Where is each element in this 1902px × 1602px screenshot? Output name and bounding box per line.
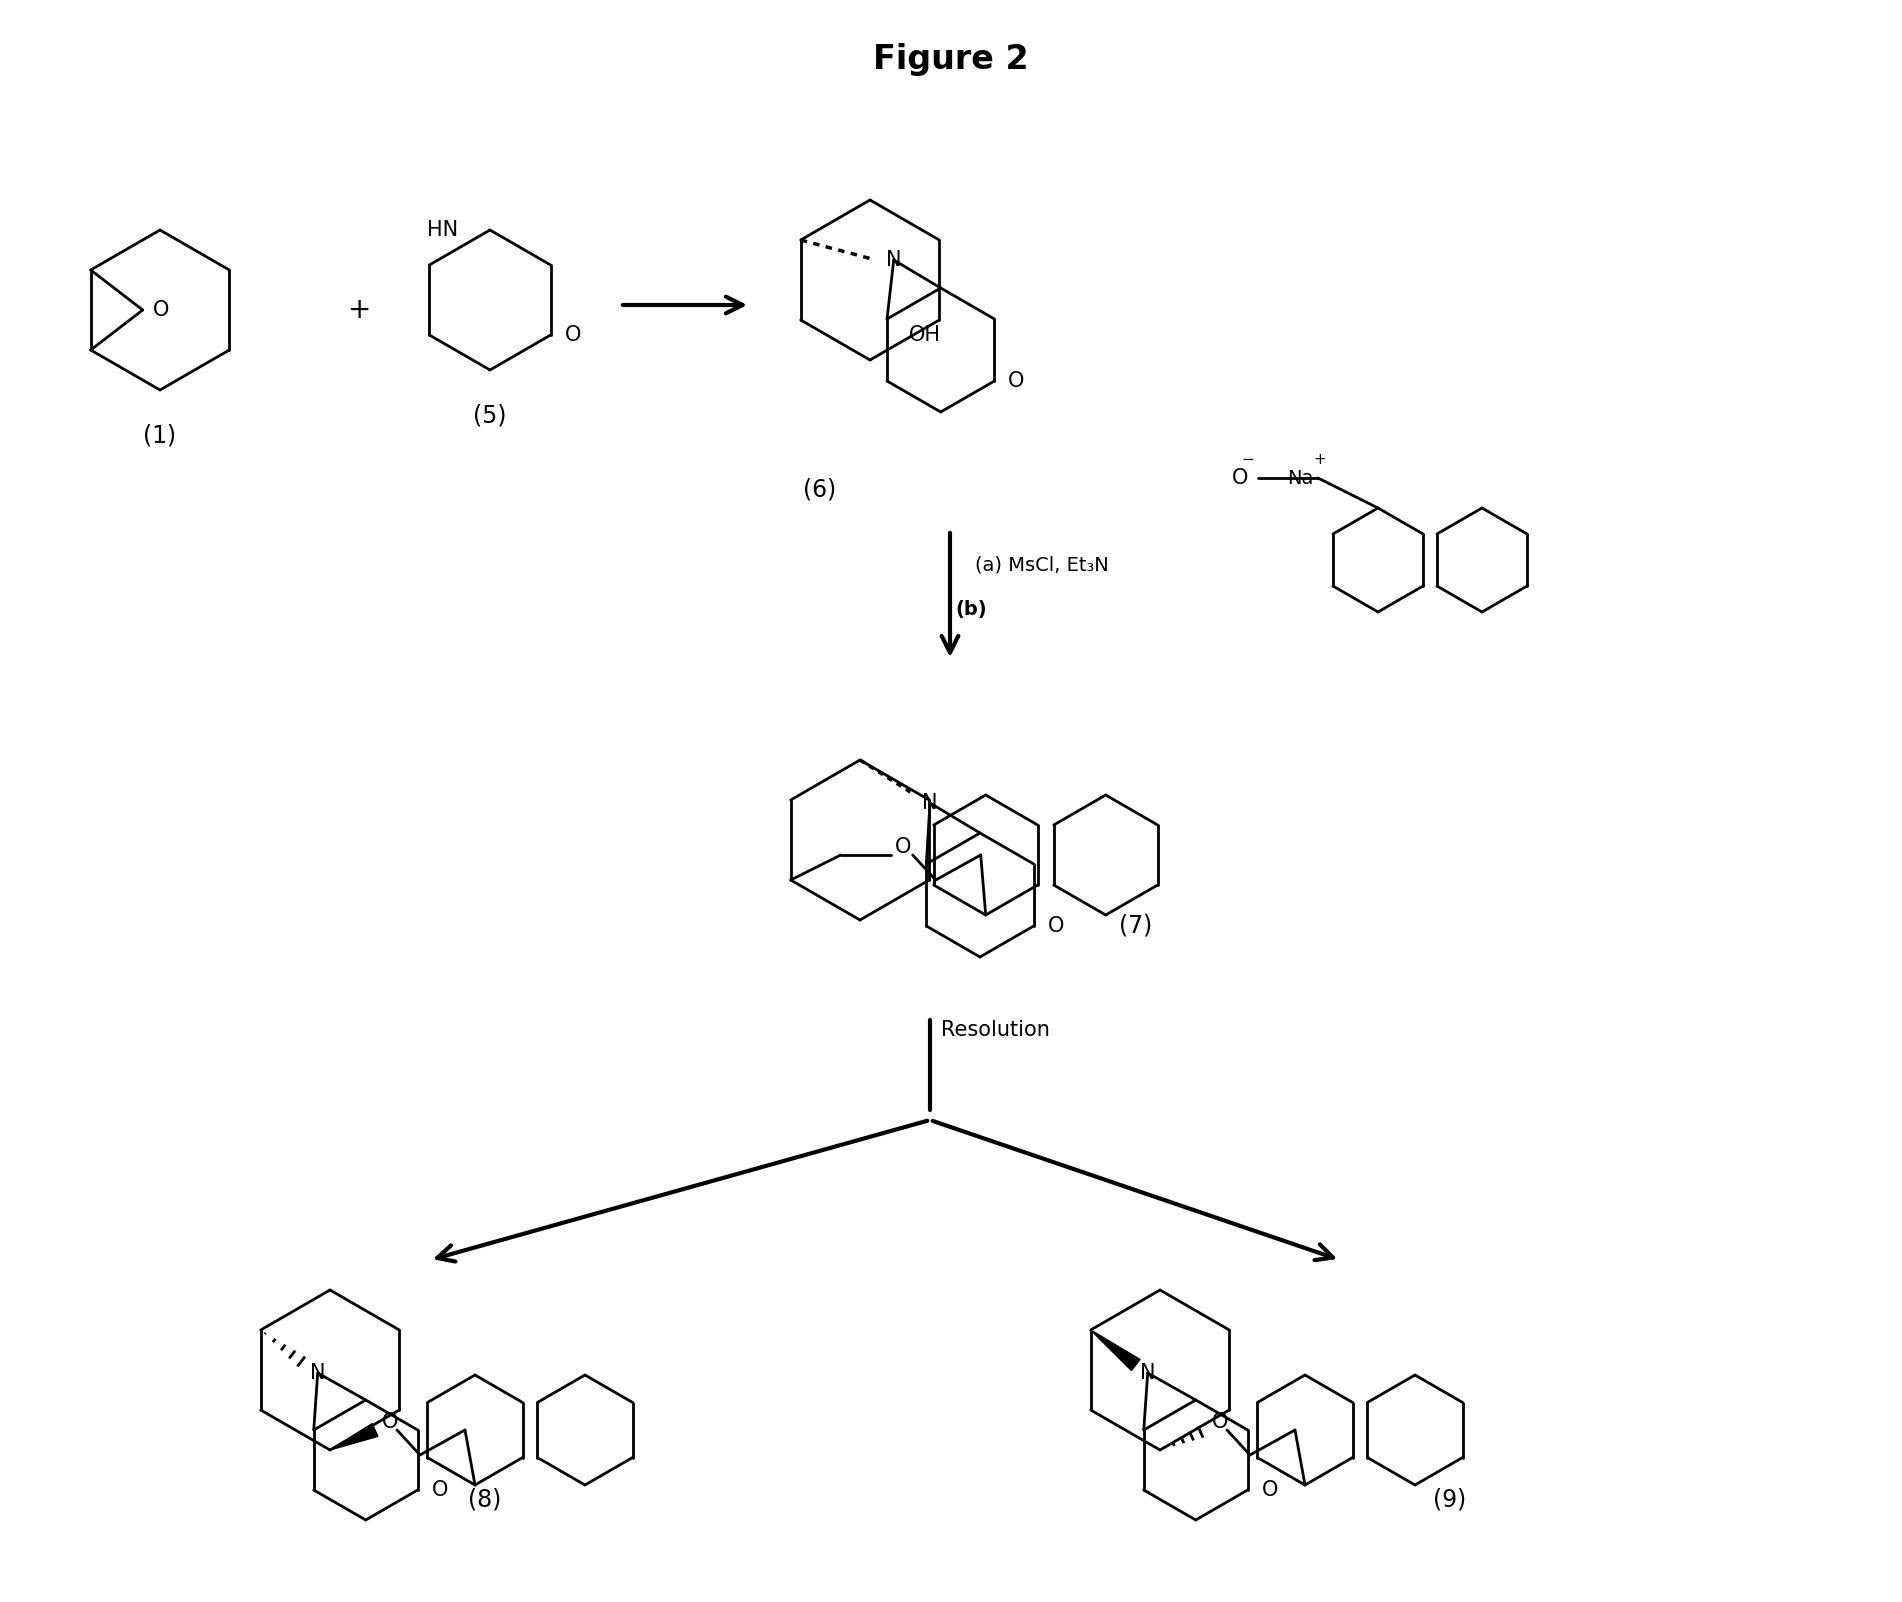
- Text: +: +: [1314, 452, 1326, 468]
- Text: (b): (b): [955, 601, 987, 620]
- Text: Resolution: Resolution: [941, 1020, 1050, 1040]
- Text: N: N: [922, 793, 938, 812]
- Polygon shape: [1090, 1330, 1139, 1371]
- Text: (7): (7): [1118, 913, 1153, 937]
- Text: Figure 2: Figure 2: [873, 43, 1029, 77]
- Text: (1): (1): [143, 423, 177, 447]
- Text: O: O: [565, 325, 580, 344]
- Text: O: O: [1212, 1411, 1229, 1432]
- Text: −: −: [1242, 452, 1255, 468]
- Text: Na: Na: [1288, 468, 1312, 487]
- Text: O: O: [382, 1411, 398, 1432]
- Text: O: O: [1048, 916, 1063, 936]
- Text: (6): (6): [803, 477, 837, 501]
- Text: N: N: [886, 250, 902, 271]
- Text: (9): (9): [1434, 1488, 1466, 1512]
- Polygon shape: [331, 1424, 378, 1450]
- Text: (5): (5): [474, 404, 506, 428]
- Text: HN: HN: [426, 219, 458, 240]
- Text: +: +: [348, 296, 371, 324]
- Text: N: N: [310, 1363, 325, 1383]
- Text: O: O: [1261, 1480, 1278, 1499]
- Text: (8): (8): [468, 1488, 502, 1512]
- Text: OH: OH: [909, 325, 941, 344]
- Text: O: O: [1008, 372, 1025, 391]
- Text: O: O: [894, 836, 911, 857]
- Text: (a) MsCl, Et₃N: (a) MsCl, Et₃N: [976, 556, 1109, 575]
- Text: O: O: [432, 1480, 447, 1499]
- Text: O: O: [1232, 468, 1248, 489]
- Text: O: O: [152, 300, 169, 320]
- Text: N: N: [1139, 1363, 1156, 1383]
